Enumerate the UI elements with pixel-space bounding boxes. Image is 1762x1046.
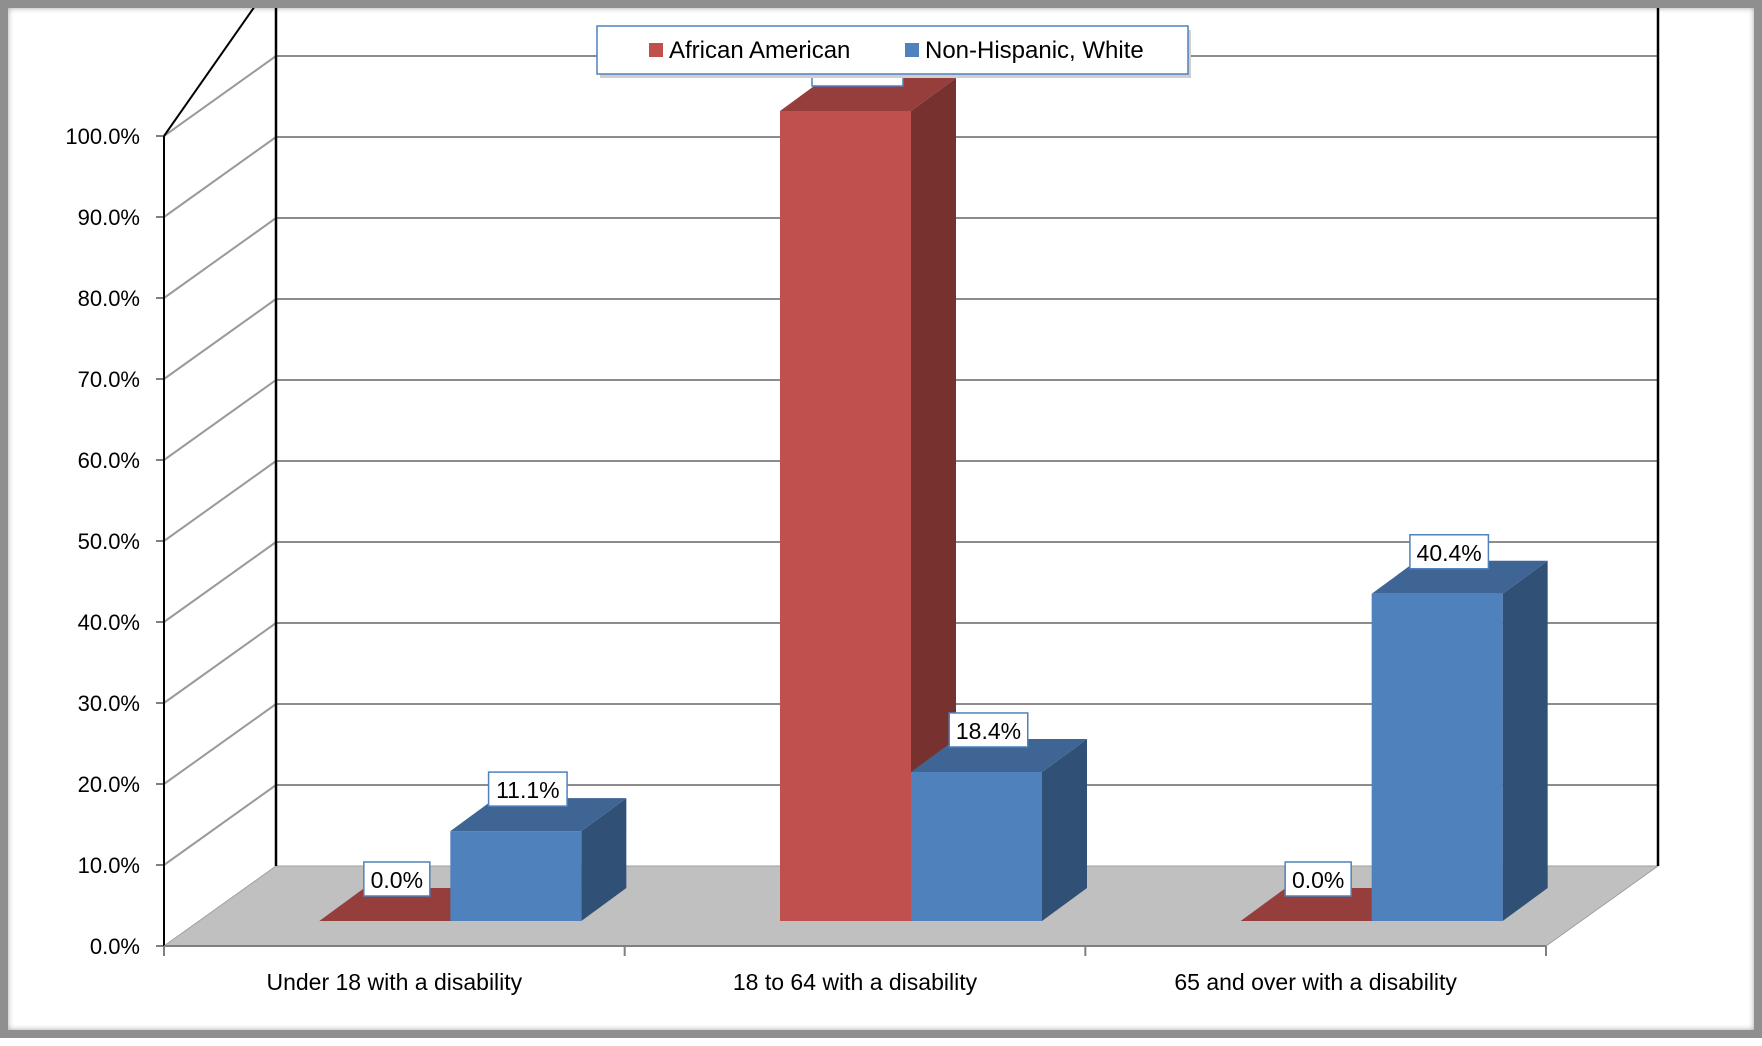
- gridline-side: [163, 217, 277, 299]
- data-label-box: [487, 771, 568, 807]
- data-label: 40.4%: [1417, 540, 1482, 566]
- x-axis-category-label: 65 and over with a disability: [1174, 969, 1457, 995]
- legend-box: [596, 25, 1189, 75]
- bar-side: [581, 798, 627, 921]
- x-axis-category-label: 18 to 64 with a disability: [733, 969, 978, 995]
- y-axis-tick-label: 20.0%: [78, 772, 140, 797]
- y-axis-tick-label: 60.0%: [78, 448, 140, 473]
- y-axis-top-edge: [163, 8, 255, 137]
- bar: [450, 831, 582, 921]
- gridline-side: [163, 622, 277, 704]
- x-axis-category-label: Under 18 with a disability: [266, 969, 522, 995]
- data-label: 0.0%: [371, 867, 423, 893]
- y-axis-tick-label: 30.0%: [78, 691, 140, 716]
- legend-label: African American: [669, 37, 850, 64]
- y-axis-tick-label: 40.0%: [78, 610, 140, 635]
- y-axis-tick-label: 90.0%: [78, 205, 140, 230]
- gridline-side: [163, 298, 277, 380]
- gridline-side: [163, 703, 277, 785]
- data-label-box: [948, 712, 1029, 748]
- gridline-side: [163, 55, 277, 137]
- gridline-side: [163, 379, 277, 461]
- bar: [911, 771, 1042, 921]
- gridline-side: [163, 541, 277, 623]
- axes: [156, 8, 1660, 956]
- y-axis-tick-label: 70.0%: [78, 367, 140, 392]
- bars: [319, 78, 1548, 921]
- legend: African American Non-Hispanic, White: [596, 25, 1191, 78]
- bar-side: [911, 78, 956, 921]
- bar: [780, 111, 911, 921]
- y-axis-tick-labels: 0.0% 10.0% 20.0% 30.0% 40.0% 50.0% 60.0% 70.0% 8…: [65, 124, 140, 959]
- legend-label: Non-Hispanic, White: [925, 37, 1144, 64]
- data-label: 18.4%: [956, 718, 1021, 744]
- y-axis-tick-label: 80.0%: [78, 286, 140, 311]
- bar: [1371, 593, 1503, 921]
- y-axis-tick-label: 100.0%: [65, 124, 140, 149]
- bar-side: [1042, 738, 1087, 921]
- gridline-side: [163, 460, 277, 542]
- y-axis-tick-label: 50.0%: [78, 529, 140, 554]
- legend-swatch: [905, 43, 919, 57]
- data-label-box: [1284, 861, 1352, 897]
- y-axis-tick-label: 0.0%: [90, 934, 140, 959]
- y-axis-tick-label: 10.0%: [78, 853, 140, 878]
- legend-swatch: [649, 43, 663, 57]
- gridline-side: [163, 784, 277, 866]
- data-label-box: [363, 861, 431, 897]
- data-label: 0.0%: [1292, 867, 1344, 893]
- data-label: 11.1%: [496, 777, 560, 803]
- data-labels: 0.0%11.1%100.0%18.4%0.0%40.4%: [363, 51, 1490, 897]
- data-label-box: [1409, 534, 1490, 570]
- gridline-side: [163, 136, 277, 218]
- bar-side: [1502, 560, 1548, 921]
- bar-chart: 0.0% 10.0% 20.0% 30.0% 40.0% 50.0% 60.0% 70.0% 8…: [65, 8, 1660, 995]
- x-axis-category-labels: Under 18 with a disability 18 to 64 with …: [266, 969, 1457, 995]
